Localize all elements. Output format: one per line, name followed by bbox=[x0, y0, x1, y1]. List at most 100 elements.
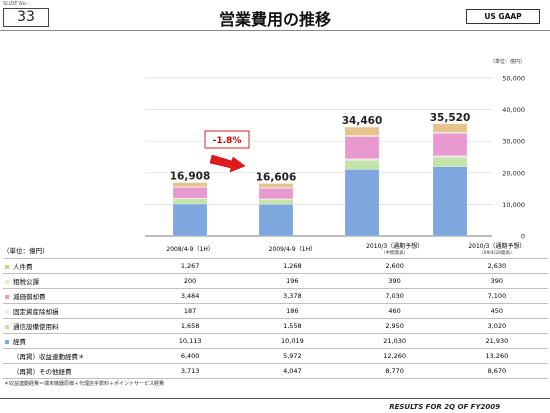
table-cell: 390 bbox=[343, 273, 446, 289]
table-row: （再掲）収益連動経費＊ 6,400 5,972 12,260 13,260 bbox=[3, 348, 548, 364]
bar-segment bbox=[344, 169, 380, 237]
table-cell: 3,020 bbox=[445, 318, 548, 334]
bar-segment bbox=[344, 158, 380, 161]
bar-segment bbox=[344, 159, 380, 170]
bar-segment bbox=[258, 199, 294, 205]
column-header: 2010/3（通期予想） （09/4/28発表） bbox=[445, 241, 548, 259]
y-tick-label: 40,000 bbox=[502, 106, 525, 114]
table-cell: 390 bbox=[445, 273, 548, 289]
row-label-cell: 減価償却費 bbox=[3, 288, 139, 304]
bar-segment bbox=[172, 203, 208, 237]
table-cell: 460 bbox=[343, 303, 446, 319]
row-label: （再掲）その他経費 bbox=[13, 368, 72, 376]
bar-segment bbox=[258, 204, 294, 237]
table-cell: 187 bbox=[139, 303, 242, 319]
table-cell: 13,260 bbox=[445, 348, 548, 364]
column-header-subtitle: （09/4/28発表） bbox=[479, 250, 515, 256]
bar-segment bbox=[344, 126, 380, 136]
bar-segment bbox=[172, 182, 208, 187]
table-cell: 7,030 bbox=[343, 288, 446, 304]
table-cell: 21,030 bbox=[343, 333, 446, 349]
table-cell: 1,658 bbox=[139, 318, 242, 334]
page-title: 営業費用の推移 bbox=[218, 10, 331, 29]
slide-number: 33 bbox=[3, 8, 49, 27]
table-cell: 3,378 bbox=[241, 288, 344, 304]
y-tick-label: 0 bbox=[521, 233, 525, 241]
table-cell: 12,260 bbox=[343, 348, 446, 364]
table-cell: 200 bbox=[139, 273, 242, 289]
slide-number-label: SLIDE No. bbox=[3, 1, 28, 7]
legend-swatch-icon bbox=[5, 265, 9, 269]
row-label: （再掲）収益連動経費＊ bbox=[13, 353, 85, 361]
bar-segment bbox=[432, 133, 468, 156]
table-cell: 3,713 bbox=[139, 363, 242, 379]
bar-segment bbox=[258, 183, 294, 188]
table-cell: 1,268 bbox=[241, 258, 344, 274]
row-label-cell: 経費 bbox=[3, 333, 139, 349]
table-cell: 8,770 bbox=[343, 363, 446, 379]
y-tick-label: 20,000 bbox=[502, 169, 525, 177]
bar-segment bbox=[432, 166, 468, 237]
bar-total-label: 34,460 bbox=[342, 115, 383, 127]
row-label: 固定資産除却損 bbox=[13, 308, 59, 316]
table-row: 通信設備使用料 1,658 1,558 2,950 3,020 bbox=[3, 318, 548, 334]
row-label: 租税公課 bbox=[13, 278, 39, 286]
table-cell: 450 bbox=[445, 303, 548, 319]
header-divider bbox=[0, 30, 550, 31]
operating-expenses-chart: （単位：億円） 0 10,000 20,000 30,000 40,000 50,000 16… bbox=[145, 58, 525, 241]
change-callout-box bbox=[204, 130, 250, 149]
column-header: 2008/4-9（1H） bbox=[139, 241, 242, 259]
bar-segment bbox=[344, 136, 380, 160]
table-cell: 21,930 bbox=[445, 333, 548, 349]
table-row: 租税公課 200 196 390 390 bbox=[3, 273, 548, 289]
legend-swatch-icon bbox=[5, 325, 9, 329]
legend-swatch-icon bbox=[5, 310, 9, 314]
legend-swatch-icon bbox=[5, 280, 9, 284]
operating-expenses-table: （単位：億円） 2008/4-9（1H） 2009/4-9（1H） 2010/3（通期… bbox=[3, 241, 548, 379]
table-cell: 5,972 bbox=[241, 348, 344, 364]
bar-segment bbox=[258, 187, 294, 200]
table-row: 人件費 1,267 1,268 2,600 2,630 bbox=[3, 258, 548, 274]
table-cell: 7,100 bbox=[445, 288, 548, 304]
table-cell: 1,558 bbox=[241, 318, 344, 334]
column-header-label: 2010/3（通期予想） bbox=[366, 242, 424, 250]
table-cell: 3,484 bbox=[139, 288, 242, 304]
row-label-cell: 通信設備使用料 bbox=[3, 318, 139, 334]
row-label-cell: （再掲）収益連動経費＊ bbox=[3, 348, 139, 364]
table-cell: 6,400 bbox=[139, 348, 242, 364]
y-axis-unit-label: （単位：億円） bbox=[490, 58, 525, 65]
column-header: 2010/3（通期予想） （中間発表） bbox=[343, 241, 446, 259]
table-cell: 2,630 bbox=[445, 258, 548, 274]
y-tick-label: 50,000 bbox=[502, 75, 525, 83]
column-header-subtitle: （中間発表） bbox=[381, 250, 409, 256]
table-cell: 10,113 bbox=[139, 333, 242, 349]
bar-total-label: 16,908 bbox=[170, 171, 211, 183]
table-row: 減価償却費 3,484 3,378 7,030 7,100 bbox=[3, 288, 548, 304]
table-row: 固定資産除却損 187 186 460 450 bbox=[3, 303, 548, 319]
table-row: 経費 10,113 10,019 21,030 21,930 bbox=[3, 333, 548, 349]
row-label-cell: 人件費 bbox=[3, 258, 139, 274]
table-cell: 8,670 bbox=[445, 363, 548, 379]
row-label-cell: 租税公課 bbox=[3, 273, 139, 289]
column-header-label: 2008/4-9（1H） bbox=[166, 246, 214, 253]
bar-total-label: 35,520 bbox=[430, 112, 471, 124]
row-label-cell: （再掲）その他経費 bbox=[3, 363, 139, 379]
bar-segment bbox=[172, 186, 208, 199]
table-cell: 2,950 bbox=[343, 318, 446, 334]
column-header: 2009/4-9（1H） bbox=[241, 241, 344, 259]
table-cell: 2,600 bbox=[343, 258, 446, 274]
legend-swatch-icon bbox=[5, 340, 9, 344]
table-cell: 196 bbox=[241, 273, 344, 289]
change-callout-label: -1.8% bbox=[213, 136, 242, 146]
legend-swatch-icon bbox=[5, 295, 9, 299]
accounting-standard-badge: US GAAP bbox=[466, 9, 540, 24]
bar-total-label: 16,606 bbox=[256, 172, 297, 184]
red-arrow-icon bbox=[209, 154, 246, 173]
y-tick-label: 30,000 bbox=[502, 138, 525, 146]
bar-segment bbox=[432, 156, 468, 167]
column-header-label: 2009/4-9（1H） bbox=[268, 246, 317, 253]
table-row: （再掲）その他経費 3,713 4,047 8,770 8,670 bbox=[3, 363, 548, 379]
table-cell: 186 bbox=[241, 303, 344, 319]
footer-text: RESULTS FOR 2Q OF FY2009 bbox=[389, 403, 500, 411]
footnote: ＊収益連動経費＝端末機器原価＋代理店手数料＋ポイントサービス経費 bbox=[4, 381, 165, 387]
